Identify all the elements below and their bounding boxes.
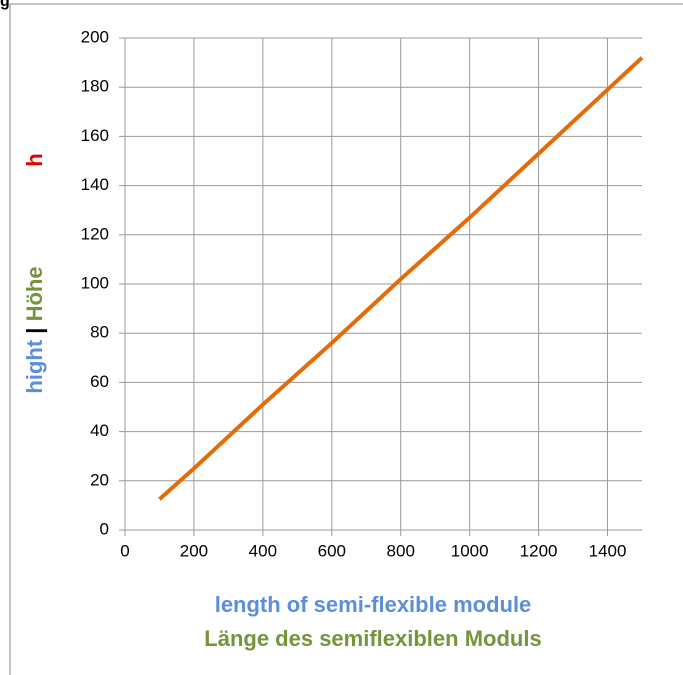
x-tick-label: 800	[387, 541, 415, 560]
y-tick-label: 60	[90, 372, 109, 391]
y-axis-label: hight | Höhe	[22, 266, 47, 393]
y-tick-label: 200	[81, 27, 109, 46]
x-tick-label: 600	[318, 541, 346, 560]
y-tick-label: 140	[81, 175, 109, 194]
y-tick-label: 80	[90, 323, 109, 342]
x-label-en: length of semi-flexible module	[215, 592, 532, 617]
x-tick-label: 1200	[520, 541, 558, 560]
y-tick-label: 40	[90, 421, 109, 440]
x-tick-label: 1400	[589, 541, 627, 560]
plot: 0 20 40 60 80 100 120 140 160 180 200 0 200 400 600 800…	[81, 27, 644, 560]
y-label-de: Höhe	[22, 266, 47, 321]
y-tick-label: 180	[81, 77, 109, 96]
y-label-sep: |	[22, 328, 47, 334]
x-tick-label: 200	[180, 541, 208, 560]
x-label-de: Länge des semiflexiblen Moduls	[204, 626, 541, 651]
y-tick-label: 100	[81, 273, 109, 292]
y-tick-label: 160	[81, 126, 109, 145]
y-tick-label: 120	[81, 224, 109, 243]
x-tick-label: 0	[120, 541, 129, 560]
y-label-symbol: h	[22, 153, 47, 166]
y-tick-label: 20	[90, 470, 109, 489]
corner-label: g	[0, 0, 10, 10]
y-tick-label: 0	[100, 519, 109, 538]
y-label-en: hight	[22, 339, 47, 393]
x-tick-label: 400	[249, 541, 277, 560]
series-line	[158, 56, 644, 501]
x-tick-label: 1000	[451, 541, 489, 560]
